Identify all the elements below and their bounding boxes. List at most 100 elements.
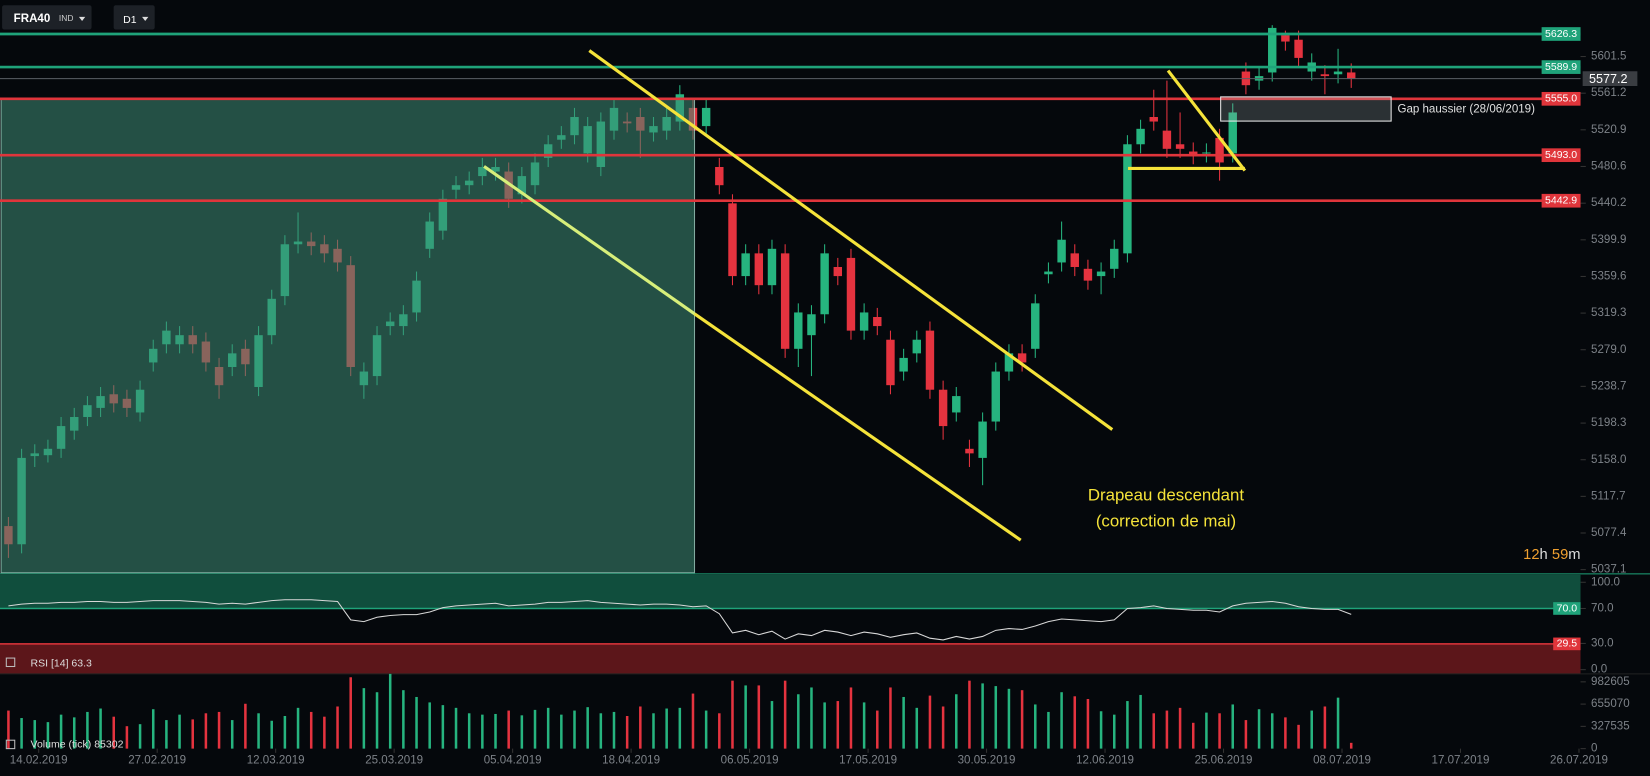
volume-bar <box>1297 724 1300 749</box>
x-tick-label: 30.05.2019 <box>958 754 1016 766</box>
volume-bar <box>230 720 234 749</box>
volume-legend-part: Volume <box>31 738 66 750</box>
candle-body <box>873 316 882 327</box>
y-tick-label: 5561.2 <box>1591 87 1626 99</box>
volume-bar <box>138 724 142 749</box>
y-tick-label: 5279.0 <box>1591 344 1626 356</box>
candle-body <box>1057 239 1066 263</box>
rsi-y-tick-label: 70.0 <box>1591 603 1614 615</box>
x-tick-label: 12.06.2019 <box>1076 754 1134 766</box>
y-tick-label: 5037.1 <box>1591 564 1626 576</box>
volume-bar <box>388 673 392 749</box>
countdown: 12h 59m <box>1523 547 1580 563</box>
volume-bar <box>889 687 892 749</box>
candle-body <box>978 421 987 458</box>
x-tick-label: 25.03.2019 <box>365 754 423 766</box>
countdown-part: 12 <box>1523 547 1539 563</box>
countdown-part: h <box>1540 547 1548 563</box>
volume-bar <box>86 711 89 749</box>
candle-body <box>965 448 974 454</box>
volume-bar <box>494 713 497 749</box>
volume-bar <box>362 688 366 749</box>
volume-legend-part: (tick) <box>69 738 92 750</box>
candle-body <box>925 330 935 390</box>
volume-bar <box>941 706 945 749</box>
candle-body <box>952 396 961 413</box>
rsi-level-label: 29.5 <box>1557 638 1578 650</box>
selector-box[interactable] <box>2 5 92 30</box>
volume-bar <box>125 726 129 749</box>
highlight-zone <box>0 98 696 574</box>
symbol[interactable]: FRA40 <box>14 13 51 25</box>
volume-bar <box>1323 706 1327 749</box>
volume-bar <box>481 714 484 749</box>
volume-bar <box>1020 690 1024 749</box>
volume-bar <box>902 696 905 749</box>
candle-body <box>1110 248 1119 269</box>
volume-bar <box>1007 688 1011 749</box>
x-tick-label: 17.05.2019 <box>839 754 897 766</box>
volume-bar <box>1165 710 1169 749</box>
rsi-zone <box>0 643 1581 674</box>
trend-line <box>588 49 1114 431</box>
volume-bar <box>783 680 787 749</box>
candle-body <box>1162 130 1172 149</box>
volume-bar <box>151 709 155 749</box>
volume-bar <box>20 718 23 749</box>
volume-bar <box>336 706 339 749</box>
candle-body <box>833 266 843 277</box>
timeframe-selector[interactable]: D1 <box>113 5 155 30</box>
volume-bar <box>639 706 642 749</box>
dropdown-arrow[interactable] <box>142 16 149 22</box>
candle-body <box>780 253 790 349</box>
volume-bar <box>968 680 971 749</box>
volume-bar <box>1270 713 1274 749</box>
symbol-selector[interactable]: FRA40 IND <box>2 5 92 30</box>
volume-bar <box>1257 709 1261 749</box>
volume-y-tick-label: 655070 <box>1591 698 1630 710</box>
volume-bar <box>349 677 352 749</box>
dropdown-arrow[interactable] <box>78 16 86 22</box>
legend-icon <box>5 739 16 750</box>
x-tick-label: 12.03.2019 <box>247 754 305 766</box>
candle-body <box>859 312 869 331</box>
x-tick-label: 08.07.2019 <box>1313 754 1371 766</box>
market[interactable]: IND <box>59 13 73 23</box>
rsi-level-tag <box>1553 602 1581 615</box>
volume-bar <box>731 680 734 749</box>
volume-bar <box>46 722 50 749</box>
volume-bar <box>454 707 458 749</box>
volume-bar <box>309 711 313 749</box>
volume-bar <box>797 694 800 749</box>
level-tag <box>1541 91 1581 106</box>
candle-body <box>1294 39 1303 58</box>
volume-bar <box>573 710 576 749</box>
x-tick-label: 27.02.2019 <box>128 754 186 766</box>
volume-bar <box>165 720 168 749</box>
volume-bar <box>928 695 932 749</box>
volume-bar <box>533 709 537 749</box>
rsi-legend-part: RSI <box>31 657 49 669</box>
countdown-part: 59 <box>1552 547 1568 563</box>
level-tag-label: 5493.0 <box>1545 149 1577 161</box>
volume-bar <box>1112 714 1116 749</box>
timeframe[interactable]: D1 <box>123 14 137 26</box>
rsi-y-tick-label: 30.0 <box>1591 637 1614 649</box>
volume-bar <box>402 690 405 749</box>
rsi-zone <box>0 574 1581 609</box>
candle-body <box>1096 271 1106 277</box>
y-tick-label: 5319.3 <box>1591 307 1626 319</box>
rsi-line <box>8 599 1352 641</box>
x-tick-label: 18.04.2019 <box>602 754 660 766</box>
volume-bar <box>270 720 273 749</box>
selector-box[interactable] <box>113 5 155 30</box>
candle-body <box>912 339 921 354</box>
volume-bar <box>546 707 550 749</box>
candle-body <box>1017 353 1027 363</box>
volume-y-tick-label: 0 <box>1591 743 1597 755</box>
volume-bar <box>625 716 629 749</box>
candle-body <box>754 253 764 286</box>
volume-bar <box>862 702 866 749</box>
